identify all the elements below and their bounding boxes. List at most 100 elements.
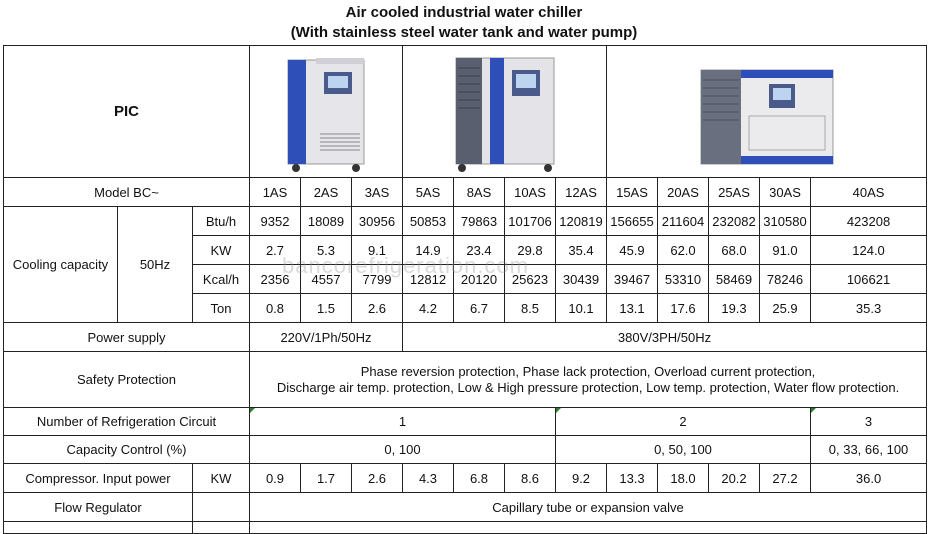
model-cell: 40AS	[809, 177, 928, 207]
chiller-image-large	[605, 45, 928, 178]
model-cell: 20AS	[657, 177, 709, 207]
model-cell: 10AS	[504, 177, 556, 207]
ton-cell: 6.7	[453, 293, 505, 323]
safety-row: Safety Protection Phase reversion protec…	[3, 351, 928, 408]
kw-cell: 35.4	[555, 235, 607, 265]
kcal-cell: 106621	[809, 264, 928, 294]
capacity-row: Capacity Control (%) 0, 100 0, 50, 100 0…	[3, 435, 928, 464]
ton-cell: 13.1	[606, 293, 658, 323]
compressor-unit: KW	[192, 463, 250, 493]
compressor-cell: 4.3	[402, 463, 454, 493]
frequency-label: 50Hz	[117, 206, 193, 323]
model-cell: 8AS	[453, 177, 505, 207]
model-cell: 15AS	[606, 177, 658, 207]
ton-cell: 10.1	[555, 293, 607, 323]
ton-cell: 25.9	[759, 293, 811, 323]
document-subtitle: (With stainless steel water tank and wat…	[290, 24, 638, 41]
kcal-cell: 39467	[606, 264, 658, 294]
kw-cell: 5.3	[300, 235, 352, 265]
ton-cell: 8.5	[504, 293, 556, 323]
kcal-cell: 7799	[351, 264, 403, 294]
kw-cell: 29.8	[504, 235, 556, 265]
document-title: Air cooled industrial water chiller	[345, 4, 583, 21]
btu-cell: 18089	[300, 206, 352, 236]
ton-cell: 19.3	[708, 293, 760, 323]
kw-cell: 62.0	[657, 235, 709, 265]
compressor-cell: 8.6	[504, 463, 556, 493]
model-cell: 30AS	[759, 177, 811, 207]
corner-mark	[556, 408, 561, 413]
kw-cell: 14.9	[402, 235, 454, 265]
cutoff-cell	[248, 521, 928, 534]
btu-cell: 423208	[809, 206, 928, 236]
ton-cell: 4.2	[402, 293, 454, 323]
cutoff-cell	[192, 521, 250, 534]
btu-cell: 232082	[708, 206, 760, 236]
btu-cell: 9352	[249, 206, 301, 236]
compressor-cell: 18.0	[657, 463, 709, 493]
kw-cell: 45.9	[606, 235, 658, 265]
model-cell: 1AS	[249, 177, 301, 207]
capacity-label: Capacity Control (%)	[3, 435, 250, 464]
power-supply-row: Power supply 220V/1Ph/50Hz 380V/3PH/50Hz	[3, 322, 928, 352]
capacity-value-3: 0, 33, 66, 100	[809, 435, 928, 464]
corner-mark	[811, 408, 816, 413]
spec-table: PIC	[3, 45, 928, 534]
ton-cell: 2.6	[351, 293, 403, 323]
kcal-cell: 4557	[300, 264, 352, 294]
chiller-image-medium	[402, 45, 607, 178]
flow-regulator-blank	[192, 492, 250, 522]
safety-line-1: Phase reversion protection, Phase lack p…	[360, 363, 816, 379]
btu-row: Cooling capacity 50Hz Btu/h 9352 18089 3…	[3, 206, 928, 323]
ton-row: Ton 0.8 1.5 2.6 4.2 6.7 8.5 10.1 13.1 17…	[4, 293, 928, 323]
kcal-cell: 12812	[402, 264, 454, 294]
power-three-phase: 380V/3PH/50Hz	[401, 322, 928, 352]
compressor-cell: 6.8	[453, 463, 505, 493]
spec-table-container: PIC	[3, 45, 928, 534]
kcal-cell: 78246	[759, 264, 811, 294]
capacity-value-1: 0, 100	[249, 435, 556, 464]
flow-regulator-row: Flow Regulator Capillary tube or expansi…	[3, 492, 928, 522]
model-row: Model BC~ 1AS 2AS 3AS 5AS 8AS 10AS 12AS …	[3, 177, 928, 207]
compressor-cell: 1.7	[300, 463, 352, 493]
compressor-label: Compressor. Input power	[3, 463, 193, 493]
btu-cell: 30956	[351, 206, 403, 236]
picture-row: PIC	[3, 45, 928, 178]
circuit-value-2: 2	[555, 407, 811, 436]
compressor-cell: 36.0	[809, 463, 928, 493]
compressor-cell: 9.2	[555, 463, 607, 493]
kw-cell: 124.0	[809, 235, 928, 265]
compressor-cell: 0.9	[249, 463, 301, 493]
cutoff-row	[3, 521, 928, 534]
capacity-value-2: 0, 50, 100	[555, 435, 811, 464]
kcal-cell: 30439	[555, 264, 607, 294]
kcal-cell: 25623	[504, 264, 556, 294]
kw-cell: 2.7	[249, 235, 301, 265]
kcal-cell: 20120	[453, 264, 505, 294]
corner-mark	[250, 408, 255, 413]
power-single-phase: 220V/1Ph/50Hz	[249, 322, 403, 352]
chiller-image-small	[249, 45, 403, 178]
compressor-row: Compressor. Input power KW 0.9 1.7 2.6 4…	[3, 463, 928, 493]
compressor-cell: 2.6	[351, 463, 403, 493]
circuit-label: Number of Refrigeration Circuit	[3, 407, 250, 436]
cooling-capacity-label: Cooling capacity	[3, 206, 118, 323]
kw-cell: 68.0	[708, 235, 760, 265]
ton-cell: 1.5	[300, 293, 352, 323]
circuit-value-3: 3	[809, 407, 928, 436]
safety-label: Safety Protection	[3, 351, 250, 408]
kcal-cell: 2356	[249, 264, 301, 294]
cutoff-cell	[3, 521, 193, 534]
compressor-cell: 27.2	[759, 463, 811, 493]
circuit-value-1: 1	[249, 407, 556, 436]
btu-unit: Btu/h	[192, 206, 250, 236]
model-cell: 25AS	[708, 177, 760, 207]
kw-cell: 91.0	[759, 235, 811, 265]
chiller-small-picture	[287, 57, 365, 172]
kw-row: KW 2.7 5.3 9.1 14.9 23.4 29.8 35.4 45.9 …	[4, 235, 928, 265]
model-cell: 3AS	[351, 177, 403, 207]
kcal-cell: 58469	[708, 264, 760, 294]
compressor-cell: 20.2	[708, 463, 760, 493]
chiller-large-picture	[700, 69, 834, 164]
kw-cell: 23.4	[453, 235, 505, 265]
